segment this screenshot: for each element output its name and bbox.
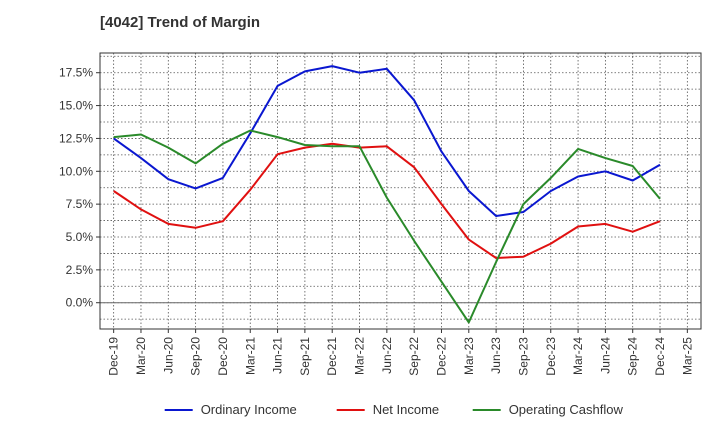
axes: 0.0% 2.5% 5.0% 7.5% 10.0% 12.5% 15.0% 17.5% Dec-… <box>59 52 702 376</box>
x-tick-label: Jun-21 <box>271 337 285 374</box>
plot-frame <box>99 52 702 330</box>
series-lines <box>113 65 661 324</box>
x-tick-label: Mar-23 <box>462 337 476 375</box>
y-tick-label: 17.5% <box>59 66 93 80</box>
x-tick-label: Dec-20 <box>216 337 230 376</box>
y-tick-label: 2.5% <box>66 263 94 277</box>
x-tick-label: Mar-20 <box>134 337 148 375</box>
y-tick-label: 10.0% <box>59 164 93 178</box>
x-tick-label: Mar-22 <box>353 337 367 375</box>
legend-label-1: Ordinary Income <box>201 402 297 417</box>
grid-lines <box>100 53 701 329</box>
x-tick-label: Dec-22 <box>434 337 448 376</box>
x-tick-label: Sep-24 <box>626 337 640 376</box>
y-tick-label: 12.5% <box>59 131 93 145</box>
legend: Ordinary Income Net Income Operating Cashf… <box>164 402 624 417</box>
x-tick-label: Sep-20 <box>189 337 203 376</box>
legend-label-2: Net Income <box>373 402 439 417</box>
x-tick-label: Mar-21 <box>243 337 257 375</box>
series-line-1 <box>113 65 661 217</box>
x-tick-label: Jun-24 <box>598 337 612 374</box>
x-tick-label: Mar-25 <box>680 337 694 375</box>
series-line-2 <box>113 142 661 259</box>
x-tick-label: Jun-23 <box>489 337 503 374</box>
x-tick-label: Dec-24 <box>653 337 667 376</box>
series-line-3 <box>113 129 661 324</box>
y-tick-label: 7.5% <box>66 197 94 211</box>
x-tick-label: Jun-22 <box>380 337 394 374</box>
x-tick-label: Sep-21 <box>298 337 312 376</box>
y-tick-label: 5.0% <box>66 230 94 244</box>
x-tick-label: Sep-23 <box>516 337 530 376</box>
x-tick-label: Jun-20 <box>161 337 175 374</box>
x-tick-label: Dec-19 <box>107 337 121 376</box>
y-tick-label: 15.0% <box>59 99 93 113</box>
x-tick-label: Dec-23 <box>544 337 558 376</box>
chart-title: [4042] Trend of Margin <box>100 14 261 31</box>
x-tick-label: Sep-22 <box>407 337 421 376</box>
legend-label-3: Operating Cashflow <box>509 402 624 417</box>
x-tick-label: Mar-24 <box>571 337 585 375</box>
y-tick-label: 0.0% <box>66 296 94 310</box>
x-tick-label: Dec-21 <box>325 337 339 376</box>
